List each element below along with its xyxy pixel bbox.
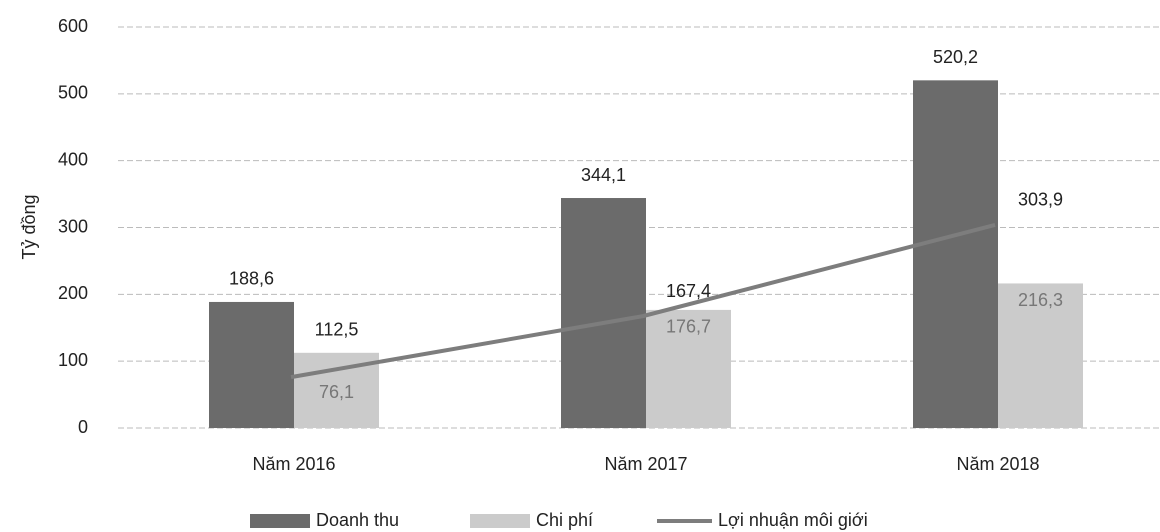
bar	[646, 309, 731, 428]
y-tick-label: 500	[58, 83, 88, 103]
legend-label: Doanh thu	[316, 510, 399, 530]
data-label: 167,4	[666, 281, 711, 301]
y-tick-label: 400	[58, 149, 88, 169]
y-tick-label: 300	[58, 216, 88, 236]
data-label: 344,1	[581, 165, 626, 185]
data-label: 303,9	[1018, 190, 1063, 210]
y-tick-label: 100	[58, 350, 88, 370]
line	[290, 222, 996, 380]
x-tick-label: Năm 2017	[604, 454, 687, 474]
bar	[209, 301, 294, 428]
bar	[561, 198, 646, 428]
legend-swatch	[250, 514, 310, 528]
x-tick-label: Năm 2016	[252, 454, 335, 474]
data-label: 112,5	[315, 320, 359, 340]
y-tick-label: 200	[58, 283, 88, 303]
data-label: 520,2	[933, 47, 978, 67]
x-tick-label: Năm 2018	[956, 454, 1039, 474]
data-label: 176,7	[666, 317, 711, 337]
legend-swatch	[470, 514, 530, 528]
bar	[913, 80, 998, 428]
data-label: 76,1	[319, 382, 354, 402]
data-label: 188,6	[229, 269, 274, 289]
legend-label: Lợi nhuận môi giới	[718, 510, 868, 530]
bar	[998, 283, 1083, 428]
y-tick-label: 600	[58, 16, 88, 36]
legend-label: Chi phí	[536, 510, 593, 530]
y-tick-label: 0	[78, 417, 88, 437]
y-axis-label: Tỷ đồng	[19, 194, 39, 259]
data-label: 216,3	[1018, 290, 1063, 310]
